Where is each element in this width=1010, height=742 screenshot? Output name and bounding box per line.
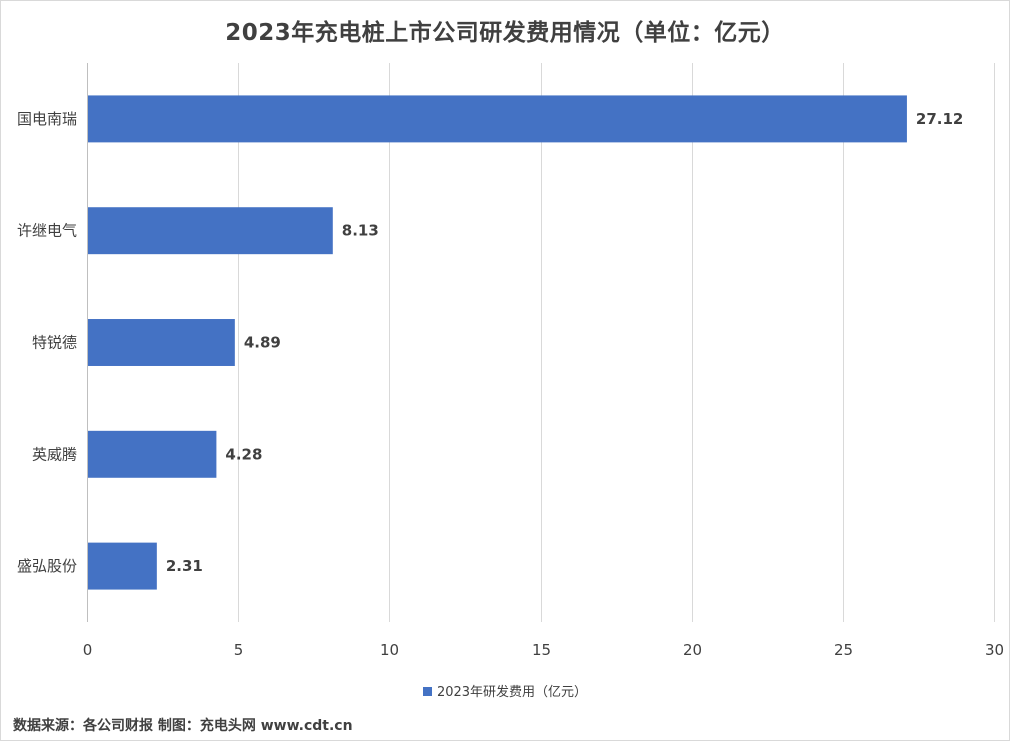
bar [88,319,235,366]
bar [88,95,907,143]
data-label: 27.12 [916,110,963,128]
x-tick-label: 30 [985,641,1004,659]
source-note: 数据来源：各公司财报 制图：充电头网 www.cdt.cn [13,718,353,734]
x-tick-label: 20 [683,641,702,659]
data-label: 8.13 [342,222,379,240]
x-tick-label: 0 [83,641,93,659]
bar [88,207,333,255]
x-tick-label: 5 [234,641,244,659]
category-label: 国电南瑞 [17,110,77,128]
chart-title: 2023年充电桩上市公司研发费用情况（单位：亿元） [225,20,785,46]
legend: 2023年研发费用（亿元） [1,681,1009,700]
data-label: 4.28 [225,445,262,463]
category-label: 特锐德 [32,334,77,352]
bar [88,542,157,590]
legend-swatch [422,687,432,696]
bar [88,430,217,478]
x-tick-label: 15 [532,641,551,659]
legend-label: 2023年研发费用（亿元） [436,685,588,700]
category-label: 许继电气 [17,222,77,240]
data-label: 2.31 [166,557,203,575]
category-label: 盛弘股份 [17,557,77,575]
x-tick-label: 10 [380,641,399,659]
data-label: 4.89 [244,334,281,352]
category-label: 英威腾 [32,445,77,463]
x-tick-label: 25 [834,641,853,659]
